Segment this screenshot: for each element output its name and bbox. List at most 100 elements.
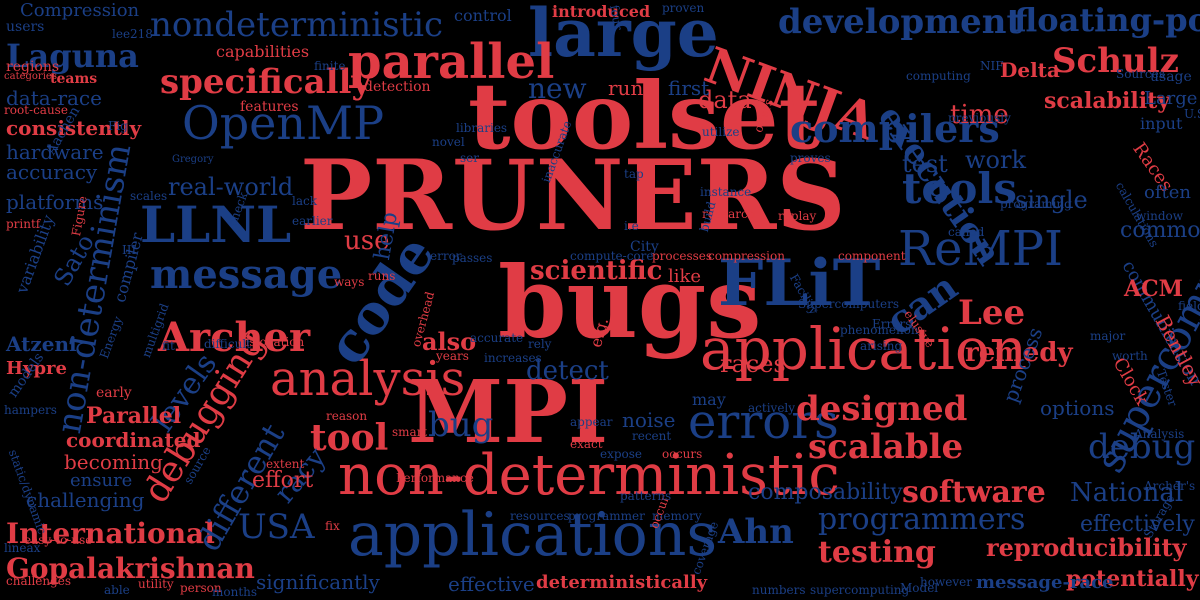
cloud-word: application	[700, 315, 1028, 383]
cloud-word: message	[150, 251, 343, 298]
cloud-word: usage	[1150, 69, 1192, 85]
cloud-word: major	[1090, 329, 1126, 343]
cloud-word: scalability	[1044, 88, 1171, 114]
cloud-word: ensure	[70, 470, 133, 491]
cloud-word: window	[1136, 209, 1184, 223]
cloud-word: Analysis	[1134, 427, 1185, 441]
cloud-word: III	[122, 243, 137, 257]
cloud-word: recent	[632, 429, 672, 443]
cloud-word: also	[422, 327, 477, 356]
cloud-word: scientific	[530, 256, 663, 286]
cloud-word: expose	[600, 447, 643, 461]
cloud-word: significantly	[256, 570, 380, 594]
cloud-word: NIF	[980, 59, 1004, 73]
cloud-word: non-deterministic	[338, 443, 840, 508]
cloud-word: common	[1120, 218, 1200, 243]
cloud-word: finite	[314, 59, 346, 73]
cloud-word: runs	[368, 269, 396, 283]
cloud-word: hampers	[4, 403, 57, 417]
cloud-word: single	[1015, 186, 1088, 214]
cloud-word: ways	[334, 275, 365, 289]
cloud-word: message-race	[976, 572, 1114, 593]
cloud-word: computing	[906, 69, 971, 83]
cloud-word: smart	[392, 425, 428, 439]
cloud-word: exact	[570, 437, 603, 451]
cloud-word: becoming	[64, 450, 163, 474]
cloud-word: rely	[528, 337, 552, 351]
cloud-word: International	[6, 517, 215, 550]
cloud-word: Model	[900, 581, 939, 595]
cloud-word: applications	[348, 500, 718, 570]
cloud-word: lack	[292, 194, 317, 208]
cloud-word: Hypre	[6, 358, 67, 379]
cloud-word: fit	[162, 339, 175, 353]
cloud-word: programmers	[818, 502, 1026, 537]
cloud-word: years	[436, 349, 469, 363]
cloud-word: Errors	[872, 317, 912, 331]
cloud-word: options	[1040, 396, 1115, 420]
cloud-word: platforms	[6, 190, 104, 214]
cloud-word: teams	[50, 71, 98, 87]
cloud-word: tap	[624, 167, 644, 181]
cloud-word: development	[778, 2, 1023, 42]
cloud-word: like	[668, 266, 702, 287]
cloud-word: phenomenon	[840, 323, 919, 337]
cloud-word: i.e	[624, 219, 639, 233]
cloud-word: effort	[252, 468, 314, 493]
cloud-word: reason	[326, 409, 368, 423]
cloud-word: however	[920, 575, 972, 589]
cloud-word: tools	[902, 164, 1018, 213]
cloud-word: supercomputing	[810, 583, 910, 597]
cloud-word: ACM	[1124, 276, 1183, 302]
cloud-word: ser	[460, 151, 479, 165]
cloud-word: bug	[428, 405, 494, 445]
cloud-word: appear	[570, 415, 613, 429]
cloud-word: debug	[1088, 427, 1196, 467]
cloud-word: previously	[948, 111, 1011, 125]
cloud-word: processes	[652, 249, 713, 263]
cloud-word: Ahn	[718, 512, 794, 552]
cloud-word: ReMPI	[898, 221, 1063, 277]
cloud-word: passes	[452, 251, 493, 265]
cloud-word: City	[630, 239, 659, 255]
cloud-word: fields	[1178, 299, 1200, 313]
cloud-word: input	[1140, 114, 1183, 133]
cloud-word: Large	[1144, 88, 1198, 109]
cloud-word: lee218	[112, 27, 153, 41]
cloud-word: dislocation	[238, 335, 305, 349]
cloud-word: Lee	[958, 293, 1026, 333]
cloud-word: Fig	[108, 119, 128, 133]
cloud-word: users	[6, 19, 45, 35]
cloud-word: use	[344, 226, 390, 256]
cloud-word: Performance	[396, 471, 474, 485]
cloud-word: person	[180, 581, 222, 595]
cloud-word: able	[104, 583, 130, 597]
cloud-word: accurate	[470, 331, 524, 345]
cloud-word: testing	[818, 535, 936, 570]
cloud-word: consistently	[6, 116, 142, 140]
cloud-word: races	[720, 350, 786, 378]
cloud-word: effectively	[1080, 512, 1195, 537]
cloud-word: data-race	[6, 86, 102, 110]
cloud-word: time	[950, 100, 1009, 130]
cloud-word: occurs	[662, 447, 703, 461]
cloud-word: earlier	[292, 214, 333, 228]
cloud-word: Parallel	[86, 403, 182, 429]
cloud-word: National	[1070, 478, 1184, 508]
cloud-word: may	[692, 390, 726, 409]
cloud-word: tool	[310, 417, 389, 459]
cloud-word: fix	[325, 519, 340, 533]
cloud-word: actively	[748, 401, 796, 415]
cloud-word: large	[528, 0, 719, 72]
cloud-word: early	[96, 385, 132, 401]
cloud-word: hardware	[6, 140, 104, 164]
cloud-word: composability	[748, 480, 903, 505]
cloud-word: increases	[484, 351, 542, 365]
cloud-word: Delta	[1000, 58, 1060, 82]
cloud-word: extent	[266, 457, 305, 471]
cloud-word: often	[1144, 182, 1191, 203]
cloud-word: remedy	[965, 338, 1073, 368]
cloud-word: libraries	[456, 121, 508, 135]
cloud-word: reproducibility	[986, 533, 1187, 562]
